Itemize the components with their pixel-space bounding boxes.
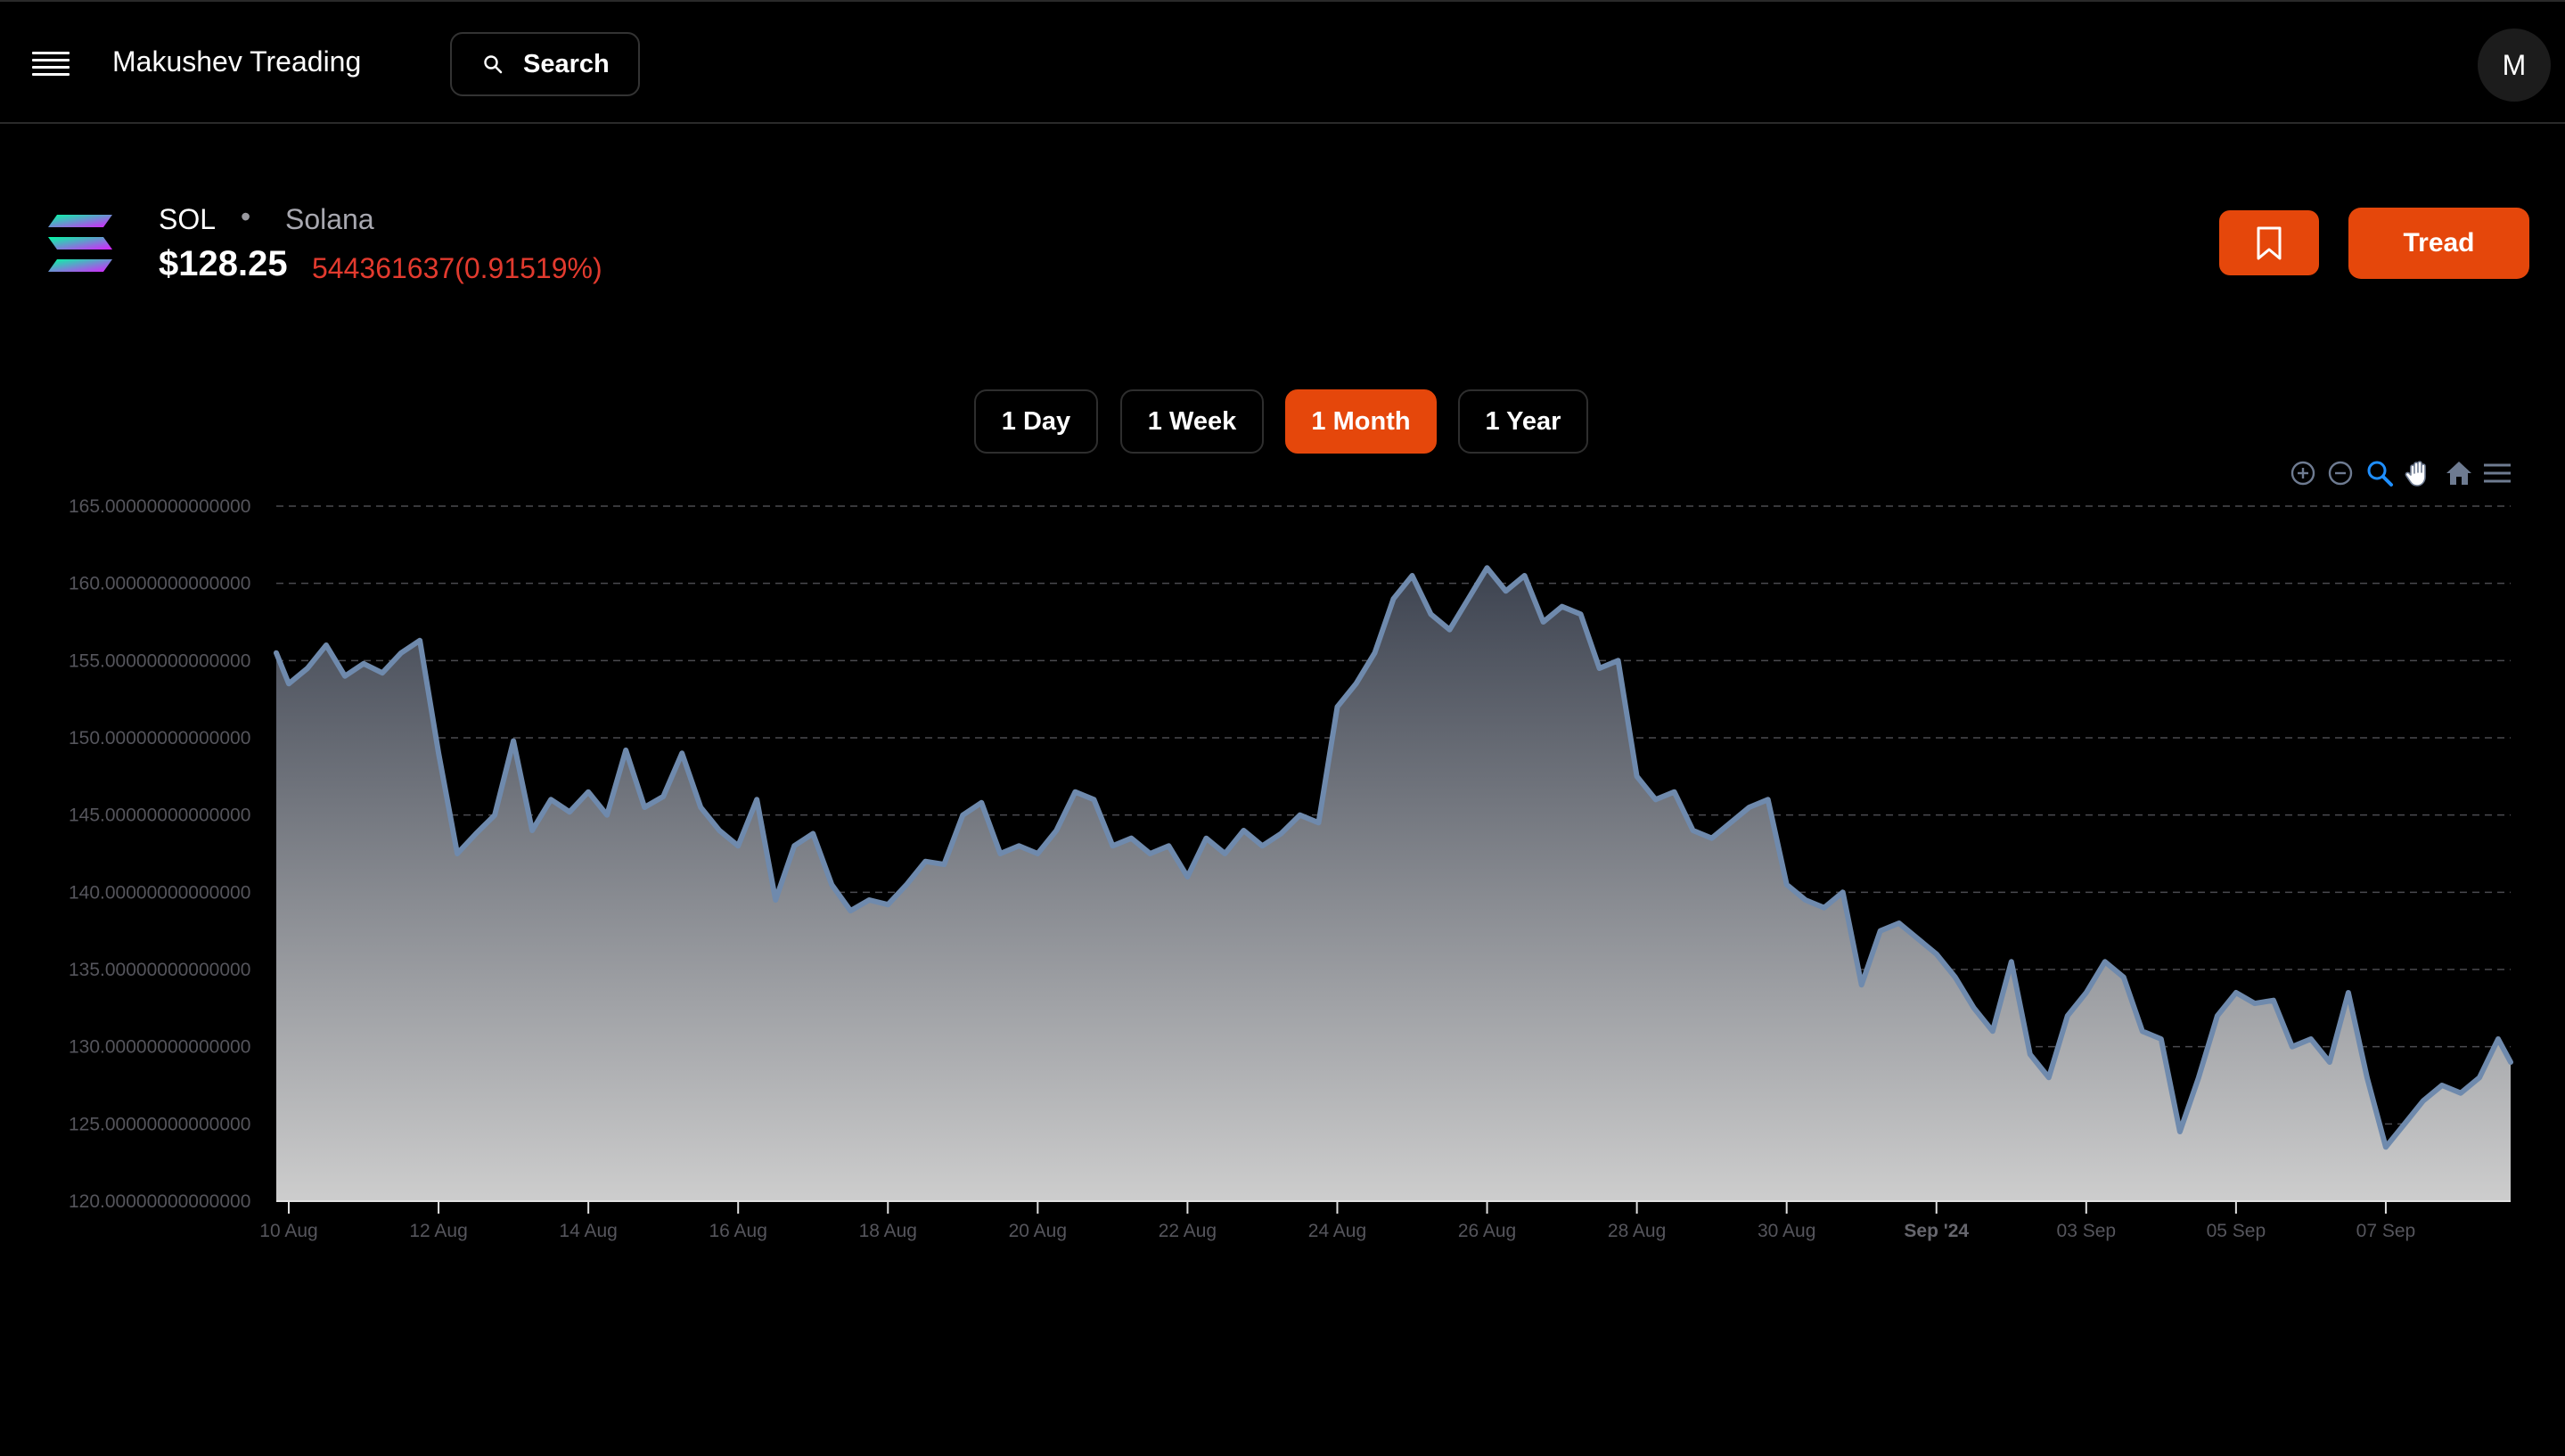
y-tick-label: 130.00000000000000	[69, 1037, 250, 1058]
y-tick-label: 120.00000000000000	[69, 1191, 250, 1212]
y-tick-label: 160.00000000000000	[69, 574, 250, 594]
y-tick-label: 150.00000000000000	[69, 728, 250, 748]
app-title: Makushev Treading	[112, 45, 362, 78]
y-axis: 165.00000000000000 160.00000000000000 155.…	[69, 496, 250, 1212]
top-bar: Makushev Treading Search M	[0, 0, 2565, 124]
x-tick-label: 05 Sep	[2207, 1221, 2266, 1241]
search-label: Search	[523, 49, 610, 78]
search-button[interactable]: Search	[450, 32, 640, 96]
zoom-in-icon[interactable]	[2288, 458, 2318, 488]
pan-hand-icon[interactable]	[2404, 458, 2434, 488]
series-area	[276, 568, 2511, 1201]
chart-menu-icon[interactable]	[2482, 458, 2512, 488]
trade-button[interactable]: Tread	[2348, 208, 2529, 279]
range-tab-1-week[interactable]: 1 Week	[1120, 389, 1264, 454]
range-tab-1-month[interactable]: 1 Month	[1285, 389, 1437, 454]
x-axis: 10 Aug 12 Aug 14 Aug 16 Aug 18 Aug 20 Aug 22 A…	[259, 1200, 2511, 1241]
solana-logo-icon	[48, 215, 112, 272]
y-tick-label: 140.00000000000000	[69, 882, 250, 903]
price-chart[interactable]: 165.00000000000000 160.00000000000000 155.…	[0, 481, 2565, 1265]
reset-home-icon[interactable]	[2444, 458, 2474, 488]
y-tick-label: 135.00000000000000	[69, 960, 250, 980]
zoom-out-icon[interactable]	[2325, 458, 2356, 488]
series-line	[274, 565, 2513, 1150]
asset-price: $128.25	[159, 244, 288, 283]
chart-series	[274, 565, 2513, 1201]
bookmark-icon	[2257, 226, 2282, 259]
x-tick-label: 16 Aug	[709, 1221, 767, 1241]
search-icon	[484, 55, 503, 74]
x-tick-label: 28 Aug	[1608, 1221, 1666, 1241]
x-tick-label: 20 Aug	[1009, 1221, 1067, 1241]
range-tab-1-year[interactable]: 1 Year	[1458, 389, 1588, 454]
x-tick-label: 26 Aug	[1458, 1221, 1516, 1241]
x-tick-label: 07 Sep	[2356, 1221, 2416, 1241]
y-tick-label: 155.00000000000000	[69, 650, 250, 671]
y-tick-label: 145.00000000000000	[69, 806, 250, 826]
bookmark-button[interactable]	[2219, 210, 2319, 275]
x-tick-label: 14 Aug	[559, 1221, 617, 1241]
zoom-selection-icon[interactable]	[2364, 458, 2395, 488]
x-tick-label: 18 Aug	[859, 1221, 917, 1241]
x-tick-label: Sep '24	[1904, 1221, 1969, 1241]
asset-name: Solana	[285, 203, 374, 235]
range-tab-1-day[interactable]: 1 Day	[974, 389, 1098, 454]
user-avatar[interactable]: M	[2478, 29, 2551, 102]
x-tick-label: 12 Aug	[409, 1221, 467, 1241]
asset-symbol: SOL	[159, 203, 217, 235]
y-tick-label: 165.00000000000000	[69, 496, 250, 517]
x-tick-label: 22 Aug	[1159, 1221, 1217, 1241]
separator-dot: •	[241, 200, 251, 233]
x-tick-label: 10 Aug	[259, 1221, 317, 1241]
x-tick-label: 24 Aug	[1308, 1221, 1366, 1241]
x-tick-label: 03 Sep	[2057, 1221, 2117, 1241]
price-change: 544361637(0.91519%)	[312, 252, 602, 284]
x-tick-label: 30 Aug	[1758, 1221, 1815, 1241]
y-tick-label: 125.00000000000000	[69, 1114, 250, 1134]
hamburger-menu-icon[interactable]	[32, 52, 70, 78]
